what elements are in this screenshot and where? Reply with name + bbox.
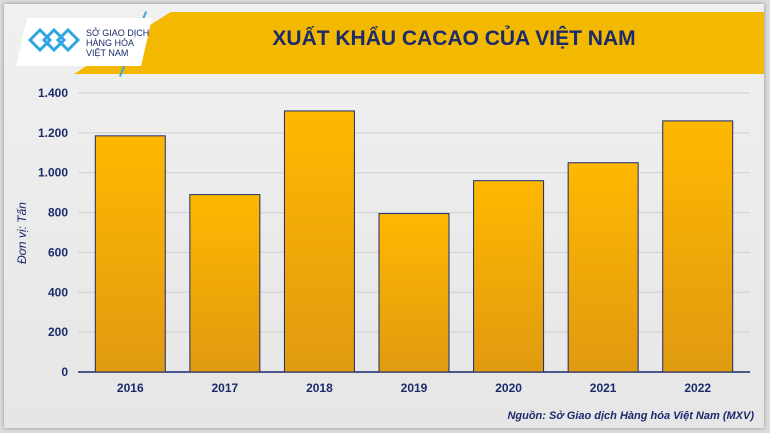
bar-2017 [189, 194, 261, 373]
logo-line: HÀNG HÓA [86, 38, 135, 48]
y-tick-label: 1.400 [38, 86, 68, 100]
x-tick-label: 2020 [495, 381, 522, 395]
logo-text: SỞ GIAO DỊCH HÀNG HÓA VIỆT NAM [86, 28, 149, 58]
y-tick-label: 1.200 [38, 126, 68, 140]
x-tick-label: 2016 [117, 381, 144, 395]
logo-line: VIỆT NAM [86, 48, 129, 58]
y-tick-label: 400 [48, 285, 68, 299]
bar-2018 [283, 110, 355, 373]
x-tick-label: 2018 [306, 381, 333, 395]
bar-2020 [473, 180, 545, 373]
logo-mark-icon [28, 27, 81, 53]
bar-2016 [94, 135, 166, 373]
logo [16, 18, 152, 66]
source-note: Nguồn: Sở Giao dịch Hàng hóa Việt Nam (M… [507, 410, 754, 422]
y-tick-label: 800 [48, 206, 68, 220]
y-tick-label: 0 [61, 365, 68, 379]
bar-2021 [567, 162, 639, 373]
title-banner [74, 12, 764, 74]
x-tick-label: 2021 [590, 381, 617, 395]
bar-2019 [378, 213, 450, 373]
chart-title: XUẤT KHẨU CACAO CỦA VIỆT NAM [272, 27, 636, 50]
logo-line: SỞ GIAO DỊCH [86, 28, 150, 38]
y-tick-label: 200 [48, 325, 68, 339]
x-tick-label: 2017 [212, 381, 239, 395]
x-tick-label: 2019 [401, 381, 428, 395]
y-tick-label: 600 [48, 245, 68, 259]
bar-2022 [662, 120, 734, 373]
y-tick-label: 1.000 [38, 166, 68, 180]
x-tick-label: 2022 [684, 381, 711, 395]
